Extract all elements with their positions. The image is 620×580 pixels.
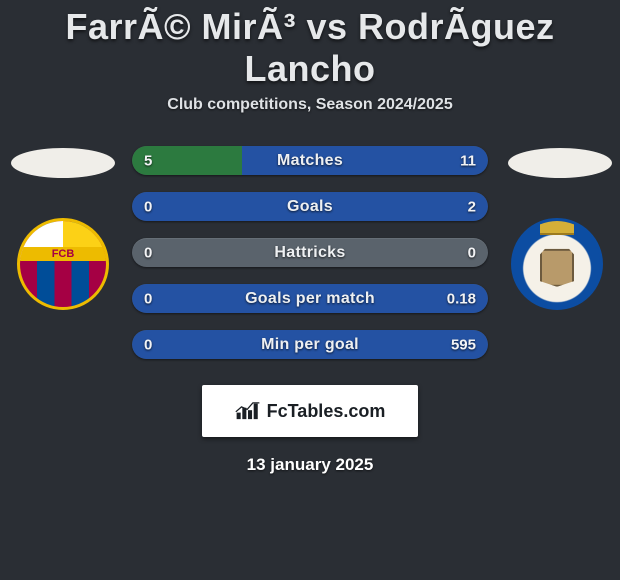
stat-label: Min per goal: [261, 336, 359, 354]
brand-text: FcTables.com: [267, 401, 386, 422]
footer: FcTables.com 13 january 2025: [0, 385, 620, 475]
stat-value-left: 0: [144, 290, 152, 307]
stat-label: Goals: [287, 198, 333, 216]
stat-label: Hattricks: [274, 244, 345, 262]
stat-value-left: 0: [144, 198, 152, 215]
player-photo-placeholder-left: [11, 148, 115, 178]
stat-value-right: 0: [468, 244, 476, 261]
left-side: [8, 146, 118, 310]
stat-rows: 5 Matches 11 0 Goals 2 0 Hattricks 0 0 Goals per m…: [132, 146, 488, 359]
stat-value-right: 595: [451, 336, 476, 353]
player-photo-placeholder-right: [508, 148, 612, 178]
stat-label: Goals per match: [245, 290, 375, 308]
date-text: 13 january 2025: [247, 455, 374, 475]
stat-row: 0 Hattricks 0: [132, 238, 488, 267]
stat-row: 0 Goals per match 0.18: [132, 284, 488, 313]
comparison-card: FarrÃ© MirÃ³ vs RodrÃguez Lancho Club co…: [0, 0, 620, 475]
ponferradina-crest-icon: [511, 218, 603, 310]
stat-row: 5 Matches 11: [132, 146, 488, 175]
stat-row: 0 Goals 2: [132, 192, 488, 221]
stat-label: Matches: [277, 152, 343, 170]
stat-value-right: 0.18: [447, 290, 476, 307]
barcelona-crest-icon: [17, 218, 109, 310]
stat-value-left: 5: [144, 152, 152, 169]
arena: 5 Matches 11 0 Goals 2 0 Hattricks 0 0 Goals per m…: [0, 146, 620, 359]
subtitle: Club competitions, Season 2024/2025: [0, 96, 620, 114]
right-side: [502, 146, 612, 310]
bar-chart-icon: [235, 400, 261, 422]
stat-row: 0 Min per goal 595: [132, 330, 488, 359]
stat-value-right: 11: [460, 152, 476, 169]
stat-value-left: 0: [144, 244, 152, 261]
page-title: FarrÃ© MirÃ³ vs RodrÃguez Lancho: [0, 6, 620, 90]
stat-value-right: 2: [468, 198, 476, 215]
brand-box: FcTables.com: [202, 385, 418, 437]
stat-value-left: 0: [144, 336, 152, 353]
